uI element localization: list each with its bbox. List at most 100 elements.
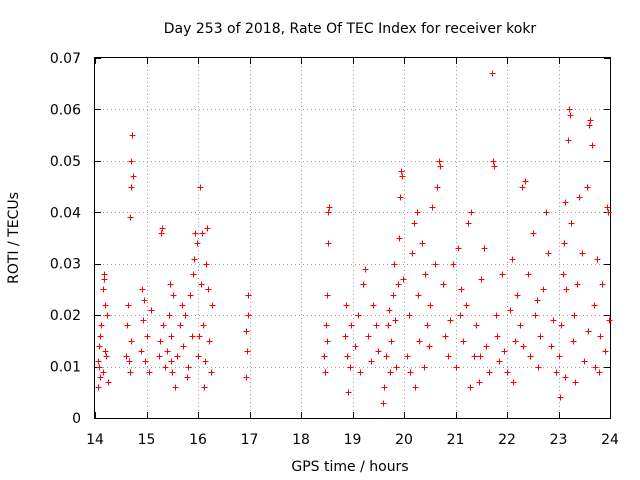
data-point — [463, 302, 470, 309]
data-point — [355, 312, 362, 319]
data-point — [407, 369, 414, 376]
data-point — [128, 158, 135, 165]
data-point — [535, 364, 542, 371]
grid — [95, 58, 610, 418]
data-point — [522, 178, 529, 185]
data-point — [579, 250, 586, 257]
data-point — [138, 348, 145, 355]
data-point — [572, 379, 579, 386]
data-point — [146, 369, 153, 376]
data-point — [493, 312, 500, 319]
data-point — [344, 353, 351, 360]
x-tick-label: 17 — [241, 432, 259, 448]
data-point — [400, 276, 407, 283]
data-point — [182, 312, 189, 319]
data-point — [184, 374, 191, 381]
y-tick-label: 0.06 — [50, 102, 81, 118]
data-point — [148, 307, 155, 314]
data-point — [98, 322, 105, 329]
data-point — [574, 281, 581, 288]
data-point — [589, 142, 596, 149]
x-tick-label: 21 — [447, 432, 465, 448]
data-point — [458, 286, 465, 293]
data-point — [434, 184, 441, 191]
data-point — [397, 194, 404, 201]
data-point — [424, 322, 431, 329]
data-point — [571, 312, 578, 319]
data-point — [390, 292, 397, 299]
y-tick-label: 0.05 — [50, 154, 81, 170]
data-point — [383, 353, 390, 360]
x-tick-label: 18 — [292, 432, 310, 448]
data-point — [166, 312, 173, 319]
data-point — [96, 364, 103, 371]
data-point — [322, 369, 329, 376]
data-point — [415, 292, 422, 299]
x-tick-label: 15 — [138, 432, 156, 448]
chart-title: Day 253 of 2018, Rate Of TEC Index for r… — [164, 21, 537, 37]
data-point — [168, 358, 175, 365]
data-point — [517, 322, 524, 329]
data-point — [450, 261, 457, 268]
data-point — [199, 230, 206, 237]
data-point — [180, 343, 187, 350]
data-point — [162, 364, 169, 371]
data-point — [560, 271, 567, 278]
data-point — [476, 379, 483, 386]
data-point — [587, 117, 594, 124]
data-point — [380, 400, 387, 407]
data-point — [596, 369, 603, 376]
data-point — [576, 194, 583, 201]
data-point — [491, 163, 498, 170]
data-point — [512, 338, 519, 345]
data-point — [436, 158, 443, 165]
data-point — [194, 240, 201, 247]
y-tick-label: 0.02 — [50, 308, 81, 324]
data-point — [168, 333, 175, 340]
data-point — [323, 322, 330, 329]
y-axis-label: ROTI / TECUs — [6, 192, 22, 284]
data-point — [411, 220, 418, 227]
data-point — [534, 297, 541, 304]
data-point — [530, 230, 537, 237]
data-point — [365, 333, 372, 340]
data-point — [586, 122, 593, 129]
data-point — [206, 338, 213, 345]
data-point — [558, 322, 565, 329]
data-point — [486, 369, 493, 376]
data-point — [140, 317, 147, 324]
data-point — [201, 384, 208, 391]
data-point — [581, 358, 588, 365]
data-point — [105, 379, 112, 386]
data-point — [177, 322, 184, 329]
data-point — [388, 338, 395, 345]
y-tick-label: 0 — [72, 411, 81, 427]
data-point — [129, 132, 136, 139]
data-point — [553, 369, 560, 376]
data-point — [324, 292, 331, 299]
data-point — [348, 322, 355, 329]
x-tick-label: 14 — [86, 432, 104, 448]
data-point — [97, 374, 104, 381]
data-point — [447, 317, 454, 324]
data-point — [557, 394, 564, 401]
data-point — [192, 230, 199, 237]
data-point — [592, 364, 599, 371]
data-point — [373, 322, 380, 329]
data-point — [325, 240, 332, 247]
data-point — [95, 358, 102, 365]
y-tick-label: 0.07 — [50, 51, 81, 67]
data-point — [203, 261, 210, 268]
data-point — [490, 158, 497, 165]
plot-frame — [94, 57, 611, 419]
data-point — [550, 317, 557, 324]
data-point — [510, 379, 517, 386]
data-point — [387, 369, 394, 376]
data-point — [422, 271, 429, 278]
data-point — [398, 168, 405, 175]
data-point — [124, 322, 131, 329]
data-point — [142, 358, 149, 365]
data-point — [457, 312, 464, 319]
data-point — [465, 220, 472, 227]
